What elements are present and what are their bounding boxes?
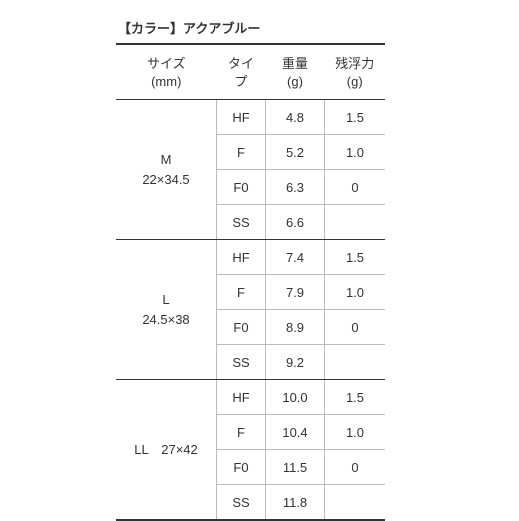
cell-weight: 10.0 <box>266 380 325 415</box>
spec-table: サイズ(mm) タイプ 重量(g) 残浮力(g) M22×34.5HF4.81.… <box>116 43 385 521</box>
cell-type: F0 <box>217 450 266 485</box>
size-cell: LL 27×42 <box>116 380 217 521</box>
size-cell: M22×34.5 <box>116 100 217 240</box>
cell-buoy: 0 <box>325 170 386 205</box>
cell-buoy: 0 <box>325 450 386 485</box>
cell-buoy <box>325 485 386 521</box>
cell-buoy: 1.0 <box>325 135 386 170</box>
cell-type: HF <box>217 240 266 275</box>
cell-buoy <box>325 345 386 380</box>
cell-buoy: 1.5 <box>325 380 386 415</box>
cell-weight: 8.9 <box>266 310 325 345</box>
cell-type: SS <box>217 485 266 521</box>
cell-buoy <box>325 205 386 240</box>
cell-type: F0 <box>217 170 266 205</box>
cell-weight: 6.3 <box>266 170 325 205</box>
cell-buoy: 1.0 <box>325 415 386 450</box>
cell-weight: 10.4 <box>266 415 325 450</box>
col-weight: 重量(g) <box>266 44 325 100</box>
cell-weight: 7.4 <box>266 240 325 275</box>
cell-type: HF <box>217 100 266 135</box>
table-title: 【カラー】アクアブルー <box>116 18 519 37</box>
col-type: タイプ <box>217 44 266 100</box>
cell-weight: 5.2 <box>266 135 325 170</box>
size-cell: L24.5×38 <box>116 240 217 380</box>
cell-weight: 6.6 <box>266 205 325 240</box>
cell-type: HF <box>217 380 266 415</box>
cell-type: F0 <box>217 310 266 345</box>
cell-type: F <box>217 135 266 170</box>
cell-type: F <box>217 275 266 310</box>
cell-type: F <box>217 415 266 450</box>
col-buoy: 残浮力(g) <box>325 44 386 100</box>
cell-type: SS <box>217 345 266 380</box>
cell-weight: 11.8 <box>266 485 325 521</box>
cell-weight: 7.9 <box>266 275 325 310</box>
cell-buoy: 1.0 <box>325 275 386 310</box>
cell-weight: 9.2 <box>266 345 325 380</box>
cell-buoy: 1.5 <box>325 240 386 275</box>
cell-buoy: 0 <box>325 310 386 345</box>
cell-weight: 11.5 <box>266 450 325 485</box>
col-size: サイズ(mm) <box>116 44 217 100</box>
cell-weight: 4.8 <box>266 100 325 135</box>
cell-buoy: 1.5 <box>325 100 386 135</box>
cell-type: SS <box>217 205 266 240</box>
